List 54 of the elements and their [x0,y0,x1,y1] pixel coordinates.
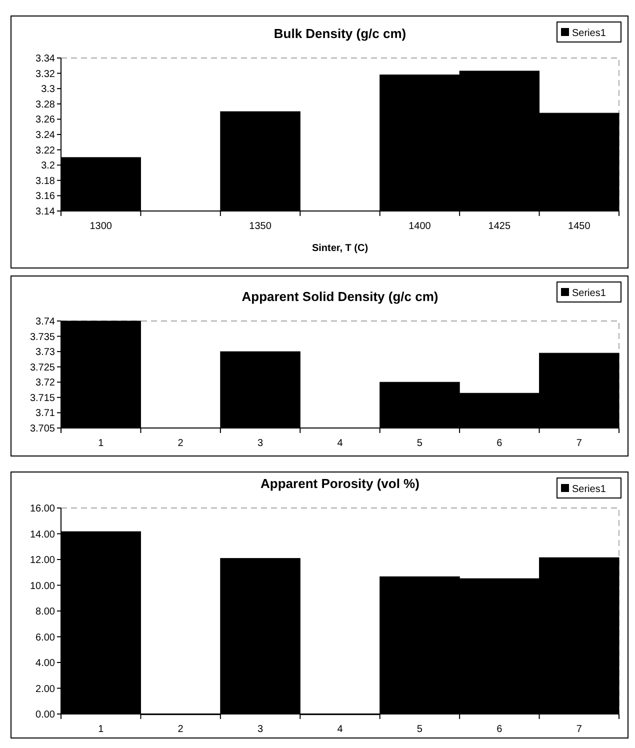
y-tick-label: 3.16 [36,191,56,202]
y-tick-label: 3.73 [36,347,56,358]
x-tick-label: 5 [416,438,423,449]
y-tick-label: 3.3 [41,84,56,96]
x-tick-label: 3 [258,724,264,735]
x-tick-label: 2 [178,724,184,735]
x-axis-title: Sinter, T (C) [312,243,368,254]
y-tick-label: 3.28 [36,99,56,110]
x-tick-label: 1 [98,438,104,449]
x-tick-label: 7 [576,438,582,449]
y-tick-label: 10.00 [30,580,56,592]
x-tick-label: 7 [576,724,582,735]
x-tick-label: 4 [337,724,344,735]
y-tick-label: 3.725 [30,362,56,374]
y-tick-label: 3.22 [36,145,56,156]
x-tick-label: 1350 [249,221,272,232]
x-tick-label: 1450 [568,221,591,232]
x-tick-label: 1400 [408,221,432,232]
y-tick-label: 3.72 [36,378,56,389]
x-tick-label: 2 [178,438,184,449]
y-tick-label: 3.74 [36,316,56,328]
y-tick-label: 3.14 [36,206,56,218]
x-tick-label: 1425 [488,221,511,232]
y-tick-label: 3.715 [30,392,56,404]
y-tick-label: 16.00 [30,504,56,514]
chart-title: Bulk Density (g/c cm) [274,26,406,41]
y-tick-label: 3.32 [36,68,56,80]
y-tick-label: 4.00 [36,658,56,669]
y-tick-label: 3.735 [30,332,56,343]
x-tick-label: 1300 [90,221,112,232]
legend-label: Series1 [572,288,606,299]
y-tick-label: 0.00 [36,710,56,720]
y-tick-label: 3.24 [36,130,56,141]
x-tick-label: 3 [258,438,264,449]
x-tick-label: 5 [416,724,423,735]
y-tick-label: 3.71 [36,408,56,420]
y-tick-label: 3.705 [30,424,56,434]
chart-title: Apparent Solid Density (g/c cm) [242,289,438,304]
x-tick-label: 6 [496,724,503,735]
legend-label: Series1 [572,28,606,39]
y-tick-label: 3.34 [36,54,56,64]
legend-label: Series1 [572,484,606,495]
y-tick-label: 3.26 [36,114,56,126]
y-tick-label: 3.2 [41,160,56,172]
y-tick-label: 12.00 [30,555,56,566]
x-tick-label: 4 [337,438,344,449]
y-tick-label: 8.00 [36,606,56,618]
y-tick-label: 14.00 [30,529,56,540]
y-tick-label: 3.18 [36,176,56,187]
x-tick-label: 1 [98,724,104,735]
y-tick-label: 6.00 [36,632,56,644]
x-tick-label: 6 [496,438,503,449]
y-tick-label: 2.00 [36,684,56,695]
chart-title: Apparent Porosity (vol %) [260,476,420,491]
